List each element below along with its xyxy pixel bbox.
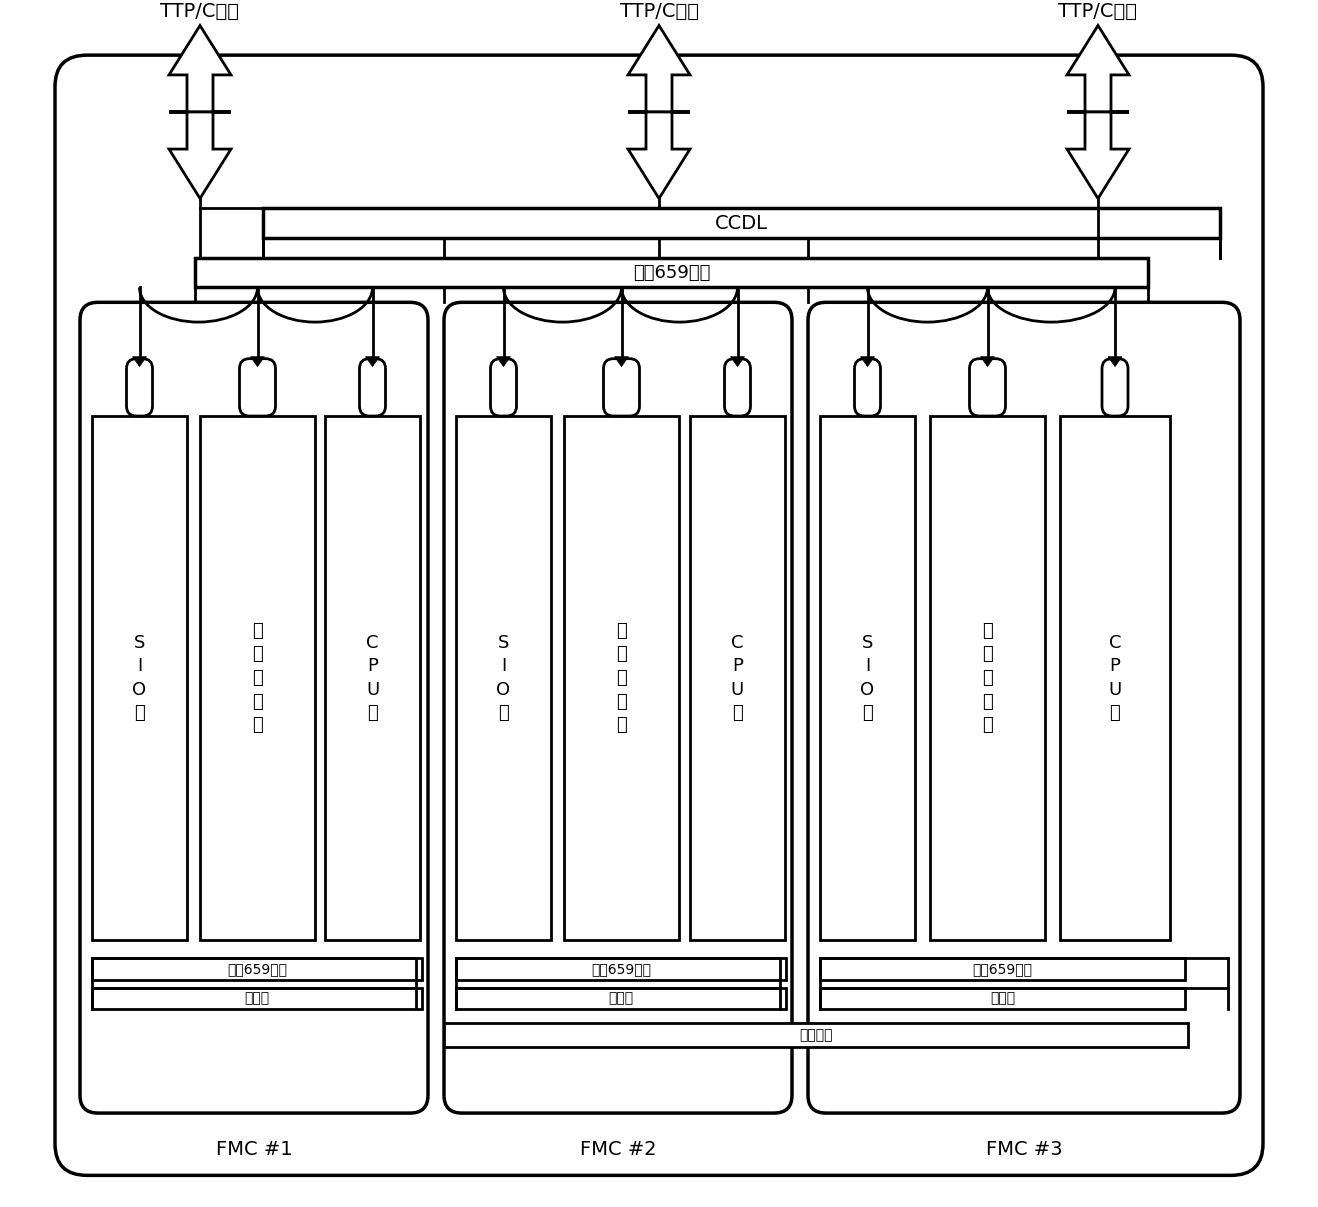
Bar	[92, 987, 422, 1009]
Bar	[820, 416, 915, 940]
FancyBboxPatch shape	[808, 302, 1240, 1113]
Bar	[820, 987, 1185, 1009]
FancyBboxPatch shape	[1102, 358, 1128, 416]
Text: 电源板: 电源板	[244, 991, 270, 1005]
Text: 电源板: 电源板	[990, 991, 1015, 1005]
Polygon shape	[497, 357, 510, 367]
Text: S
I
O
板: S I O 板	[132, 634, 146, 723]
Text: CCDL: CCDL	[714, 214, 768, 233]
FancyBboxPatch shape	[444, 302, 792, 1113]
Text: 桥接659总线: 桥接659总线	[633, 263, 710, 281]
FancyBboxPatch shape	[725, 358, 750, 416]
Polygon shape	[250, 357, 265, 367]
Text: S
I
O
板: S I O 板	[497, 634, 510, 723]
Bar	[264, 209, 1220, 238]
Text: C
P
U
板: C P U 板	[366, 634, 380, 723]
Polygon shape	[627, 112, 691, 198]
Bar	[326, 416, 420, 940]
Text: 电源板: 电源板	[609, 991, 634, 1005]
FancyBboxPatch shape	[55, 56, 1263, 1176]
Bar	[92, 958, 422, 980]
Bar	[820, 958, 1185, 980]
FancyBboxPatch shape	[604, 358, 639, 416]
Text: 本地659总线: 本地659总线	[973, 962, 1032, 975]
Polygon shape	[133, 357, 146, 367]
Polygon shape	[1108, 357, 1122, 367]
Text: 本地659总线: 本地659总线	[590, 962, 651, 975]
Bar	[456, 416, 551, 940]
Polygon shape	[1068, 112, 1130, 198]
Text: TTP/C总线: TTP/C总线	[161, 1, 240, 21]
Polygon shape	[981, 357, 995, 367]
Bar	[931, 416, 1045, 940]
Text: FMC #3: FMC #3	[986, 1141, 1062, 1159]
Text: FMC #2: FMC #2	[580, 1141, 656, 1159]
Text: S
I
O
板: S I O 板	[861, 634, 875, 723]
Text: 总
线
接
口
板: 总 线 接 口 板	[982, 622, 992, 734]
Text: TTP/C总线: TTP/C总线	[1058, 1, 1137, 21]
Polygon shape	[1068, 25, 1130, 112]
Polygon shape	[614, 357, 629, 367]
Polygon shape	[730, 357, 745, 367]
Polygon shape	[861, 357, 875, 367]
Text: 背板电缆: 背板电缆	[799, 1028, 833, 1042]
FancyBboxPatch shape	[360, 358, 385, 416]
FancyBboxPatch shape	[240, 358, 275, 416]
FancyBboxPatch shape	[80, 302, 428, 1113]
Text: 总
线
接
口
板: 总 线 接 口 板	[252, 622, 262, 734]
Bar	[92, 416, 187, 940]
Text: C
P
U
板: C P U 板	[1108, 634, 1122, 723]
Polygon shape	[169, 112, 231, 198]
Text: 本地659总线: 本地659总线	[227, 962, 287, 975]
Bar	[195, 258, 1148, 287]
Bar	[1060, 416, 1170, 940]
Bar	[691, 416, 786, 940]
Text: 总
线
接
口
板: 总 线 接 口 板	[616, 622, 627, 734]
FancyBboxPatch shape	[127, 358, 153, 416]
FancyBboxPatch shape	[854, 358, 880, 416]
FancyBboxPatch shape	[970, 358, 1006, 416]
Text: FMC #1: FMC #1	[216, 1141, 293, 1159]
Text: TTP/C总线: TTP/C总线	[619, 1, 699, 21]
Polygon shape	[365, 357, 380, 367]
Bar	[456, 987, 786, 1009]
FancyBboxPatch shape	[490, 358, 517, 416]
Text: C
P
U
板: C P U 板	[731, 634, 745, 723]
Bar	[564, 416, 679, 940]
Polygon shape	[169, 25, 231, 112]
Bar	[200, 416, 315, 940]
Bar	[456, 958, 786, 980]
Polygon shape	[627, 25, 691, 112]
Bar	[444, 1024, 1188, 1046]
